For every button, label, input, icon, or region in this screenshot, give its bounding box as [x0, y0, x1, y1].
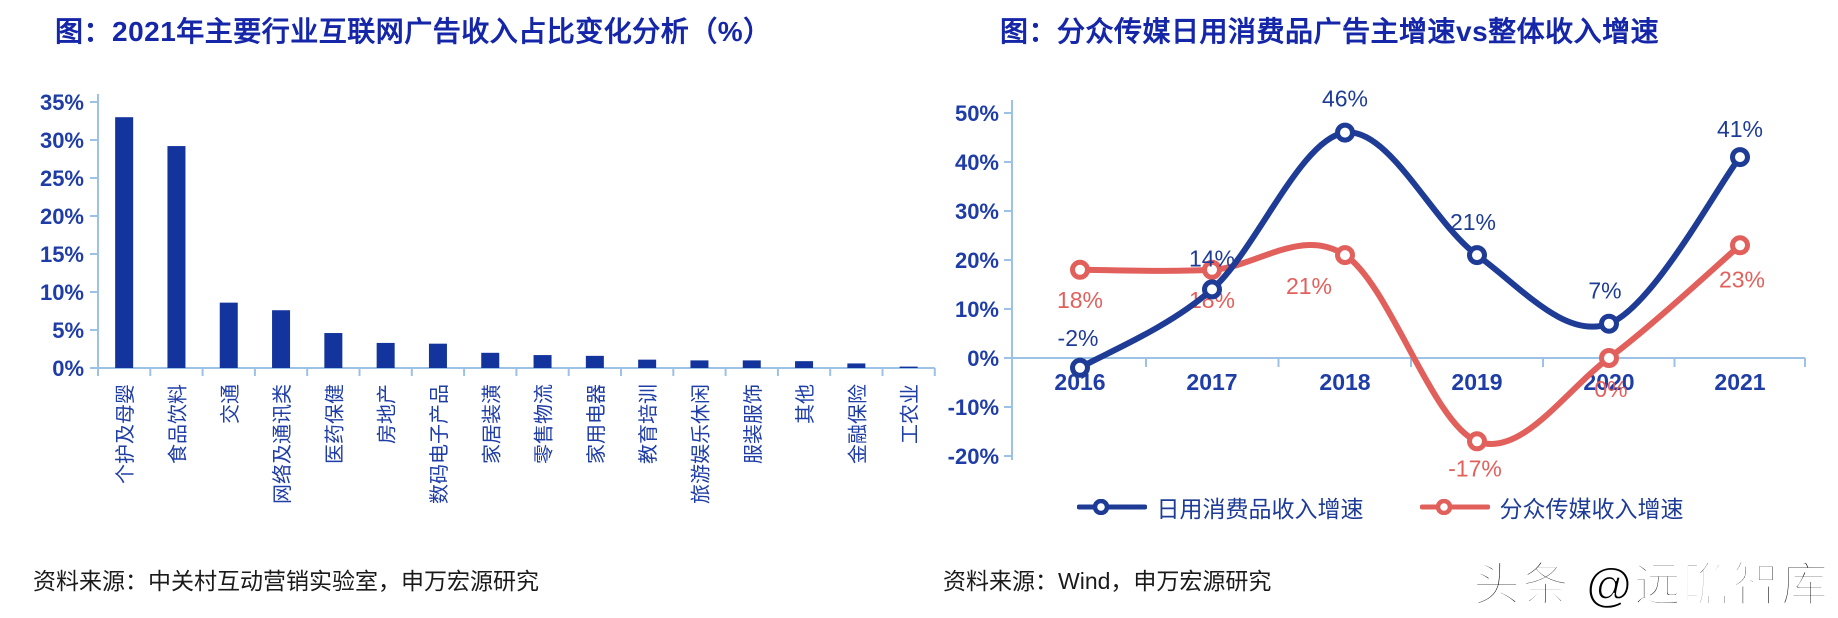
legend-marker-blue-line-icon [1076, 499, 1147, 515]
bar-食品饮料 [167, 146, 186, 368]
line-ytick-label: 0% [967, 346, 999, 371]
bar-交通 [219, 302, 238, 368]
bar-category-label: 医药保健 [323, 384, 346, 464]
left-source-text: 资料来源：中关村互动营销实验室，申万宏源研究 [33, 568, 539, 594]
bar-家用电器 [585, 355, 604, 368]
growth-rate-line-chart: -20%-10%0%10%20%30%40%50%2016 2017 2018 201… [948, 86, 1806, 481]
data-point-marker [1070, 357, 1090, 378]
bar-教育培训 [638, 359, 657, 368]
bar-category-label: 金融保险 [846, 384, 869, 464]
bar-category-label: 零售物流 [533, 384, 556, 464]
bar-category-label: 食品饮料 [166, 384, 189, 464]
bar-金融保险 [847, 363, 866, 368]
line-ytick-label: 20% [955, 248, 999, 273]
line-ytick-label: 40% [955, 150, 999, 175]
data-point-label: 21% [1286, 273, 1332, 299]
legend-item-focus-media: 分众传媒收入增速 [1419, 490, 1684, 524]
data-point-marker [1335, 245, 1355, 266]
line-xtick-label: 2017 [1186, 369, 1237, 395]
right-source-text: 资料来源：Wind，申万宏源研究 [943, 568, 1272, 594]
data-point-marker [1467, 431, 1487, 452]
data-point-label: 0% [1594, 376, 1627, 402]
bar-ytick-label: 35% [40, 90, 84, 115]
bar-ytick-label: 10% [40, 280, 84, 305]
data-point-label: -17% [1448, 455, 1502, 481]
bar-category-label: 工农业 [899, 384, 922, 444]
data-point-marker [1599, 313, 1619, 334]
data-point-label: -2% [1058, 325, 1099, 351]
bar-ytick-label: 15% [40, 242, 84, 267]
data-point-label: 18% [1057, 287, 1103, 313]
bar-category-label: 数码电子产品 [428, 384, 451, 504]
bar-服装服饰 [742, 360, 761, 368]
legend-marker-red-line-icon [1419, 499, 1490, 515]
bar-工农业 [899, 366, 918, 368]
data-point-marker [1730, 147, 1750, 168]
line-ytick-label: 50% [955, 101, 999, 126]
data-point-marker [1599, 348, 1619, 368]
bar-房地产 [376, 342, 395, 368]
bar-category-label: 其他 [794, 384, 817, 424]
data-point-label: 23% [1719, 266, 1765, 292]
line-ytick-label: -10% [948, 395, 999, 420]
data-point-marker [1202, 279, 1222, 300]
line-xtick-label: 2021 [1714, 369, 1765, 395]
bar-家居装潢 [481, 352, 500, 368]
data-point-marker [1730, 235, 1750, 256]
legend-label-consumer-goods: 日用消费品收入增速 [1156, 496, 1364, 522]
line-chart-legend: 日用消费品收入增速 分众传媒收入增速 [940, 490, 1820, 524]
bar-数码电子产品 [428, 343, 447, 368]
line-ytick-label: -20% [948, 444, 999, 469]
data-point-marker [1202, 259, 1222, 280]
series-日用消费品收入增速: -2% 14% 46% 21% 7% 41% [1058, 86, 1763, 378]
watermark: 头条 @远瞻智库 [1472, 557, 1830, 612]
bar-ytick-label: 30% [40, 128, 84, 153]
bar-category-label: 交通 [219, 384, 242, 424]
right-chart-title: 图：分众传媒日用消费品广告主增速vs整体收入增速 [1000, 16, 1660, 47]
legend-item-consumer-goods: 日用消费品收入增速 [1076, 490, 1364, 524]
bar-category-label: 房地产 [376, 384, 399, 444]
data-point-label: 21% [1450, 209, 1496, 235]
bar-category-label: 网络及通讯类 [271, 384, 294, 504]
line-ytick-label: 10% [955, 297, 999, 322]
bar-category-label: 家用电器 [585, 384, 608, 464]
bar-ytick-label: 20% [40, 204, 84, 229]
data-point-marker [1335, 122, 1355, 143]
bar-个护及母婴 [115, 117, 134, 368]
data-point-label: 7% [1588, 278, 1621, 304]
bar-category-label: 旅游娱乐休闲 [689, 384, 712, 504]
line-xtick-label: 2019 [1451, 369, 1502, 395]
bar-category-label: 个护及母婴 [114, 384, 137, 484]
bar-category-label: 教育培训 [637, 384, 660, 464]
bar-category-label: 家居装潢 [480, 384, 503, 464]
bar-旅游娱乐休闲 [690, 360, 709, 368]
line-xtick-label: 2018 [1319, 369, 1370, 395]
line-ytick-label: 30% [955, 199, 999, 224]
bar-chart-plot: 0% 5% 10% 15% 20% 25% 30% 35% 个护及母婴 食品饮料 交通 网络及通讯类 医… [40, 90, 936, 504]
bar-ytick-label: 5% [52, 318, 84, 343]
data-point-marker [1070, 259, 1090, 280]
bar-ytick-label: 25% [40, 166, 84, 191]
left-chart-title: 图：2021年主要行业互联网广告收入占比变化分析（%） [55, 16, 772, 47]
bar-医药保健 [324, 333, 343, 368]
data-point-label: 41% [1717, 116, 1763, 142]
bar-ytick-label: 0% [52, 356, 84, 381]
line-chart-plot: -20%-10%0%10%20%30%40%50%2016 2017 2018 201… [948, 86, 1806, 481]
data-point-label: 46% [1322, 86, 1368, 112]
bar-零售物流 [533, 355, 552, 368]
bar-网络及通讯类 [272, 310, 291, 368]
bar-category-label: 服装服饰 [742, 384, 765, 464]
industry-ad-share-bar-chart: 0% 5% 10% 15% 20% 25% 30% 35% 个护及母婴 食品饮料 交通 网络及通讯类 医… [40, 90, 936, 504]
data-point-label: 14% [1189, 245, 1235, 271]
legend-label-focus-media: 分众传媒收入增速 [1499, 496, 1684, 522]
data-point-marker [1467, 245, 1487, 266]
bar-其他 [795, 361, 814, 368]
